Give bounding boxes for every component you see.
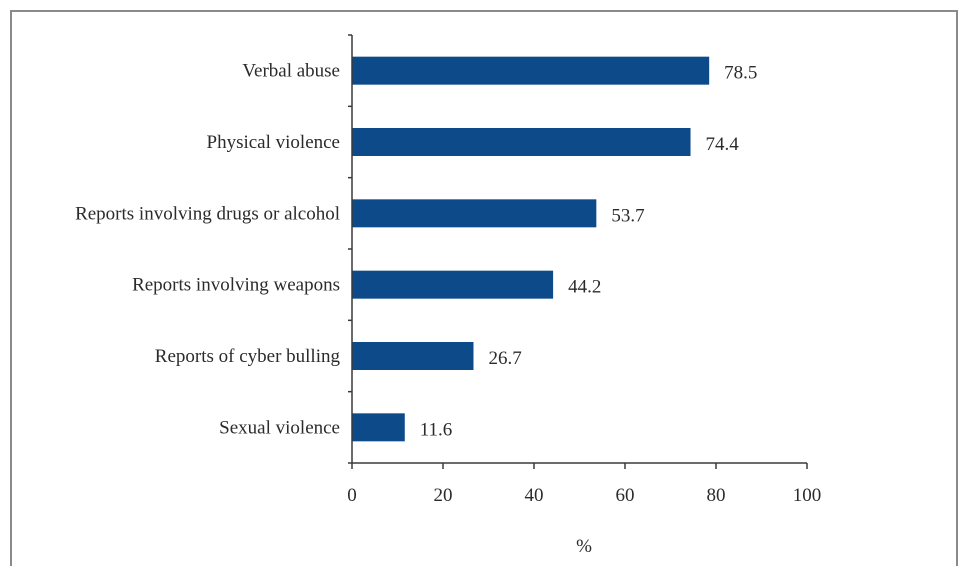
category-labels: Verbal abuse Physical violence Reports inv… bbox=[75, 61, 340, 439]
x-tick-label: 20 bbox=[434, 485, 453, 506]
x-tick-label: 80 bbox=[707, 485, 726, 506]
category-label: Reports of cyber bulling bbox=[155, 346, 341, 367]
bar bbox=[352, 413, 405, 442]
bars-group bbox=[352, 56, 710, 442]
category-label: Verbal abuse bbox=[242, 61, 340, 82]
value-label: 78.5 bbox=[724, 63, 757, 84]
chart-frame bbox=[10, 10, 958, 566]
x-tick-label: 0 bbox=[347, 485, 357, 506]
axes: 0 20 40 60 80 100 bbox=[347, 34, 822, 506]
x-tick-label: 60 bbox=[616, 485, 635, 506]
value-label: 74.4 bbox=[706, 134, 740, 155]
x-tick-label: 100 bbox=[793, 485, 822, 506]
x-tick-label: 40 bbox=[525, 485, 544, 506]
value-label: 26.7 bbox=[488, 348, 521, 369]
x-axis-title: % bbox=[576, 536, 592, 557]
bar bbox=[352, 56, 710, 85]
bar bbox=[352, 270, 554, 299]
value-label: 44.2 bbox=[568, 277, 601, 298]
bar bbox=[352, 199, 597, 228]
category-label: Reports involving drugs or alcohol bbox=[75, 203, 340, 224]
value-label: 53.7 bbox=[611, 205, 644, 226]
category-label: Reports involving weapons bbox=[132, 275, 340, 296]
bar bbox=[352, 128, 691, 156]
value-labels: 78.5 74.4 53.7 44.2 26.7 11.6 bbox=[420, 63, 758, 441]
category-label: Sexual violence bbox=[219, 417, 340, 438]
bar bbox=[352, 342, 474, 370]
category-label: Physical violence bbox=[207, 132, 341, 153]
value-label: 11.6 bbox=[420, 419, 453, 440]
